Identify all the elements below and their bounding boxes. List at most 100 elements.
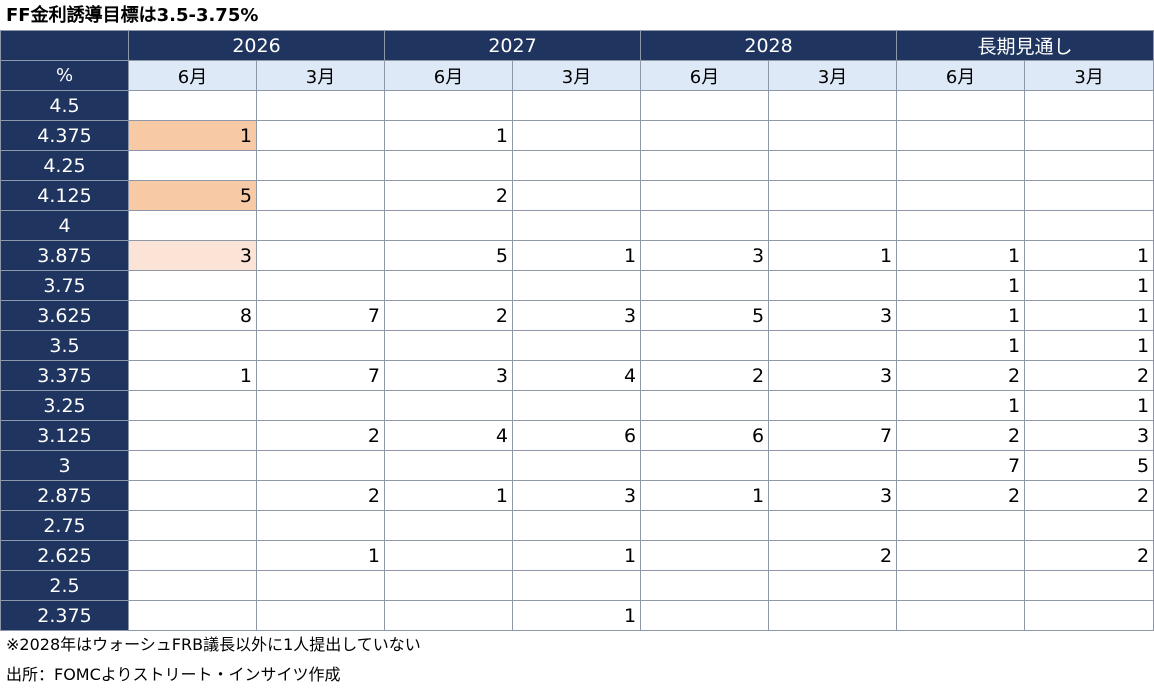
dot-count-cell: [255, 210, 386, 241]
dot-count-cell: [255, 270, 386, 301]
month-header: 3月: [768, 60, 898, 91]
month-header: 3月: [512, 60, 642, 91]
rate-label: 4: [0, 210, 129, 241]
dot-count-cell: 7: [255, 360, 386, 391]
rate-label: 3.125: [0, 420, 129, 451]
dot-count-cell: 5: [1024, 450, 1154, 481]
table-row: 2.625 1 1 2 2: [0, 540, 1154, 571]
dot-count-cell: [768, 570, 898, 601]
dot-count-cell: [512, 90, 642, 121]
footnote: ※2028年はウォーシュFRB議長以外に1人提出していない: [6, 635, 421, 654]
dot-count-cell: [512, 570, 642, 601]
table-row: 4.125 5 2: [0, 180, 1154, 211]
dot-count-cell: [255, 150, 386, 181]
dot-count-cell: [255, 390, 386, 421]
dot-count-cell: [896, 540, 1026, 571]
dot-count-cell: [255, 240, 386, 271]
dot-count-cell: 5: [640, 300, 770, 331]
dot-count-cell: [640, 450, 770, 481]
table-row: 3.5 1 1: [0, 330, 1154, 361]
dot-count-cell: [896, 570, 1026, 601]
dot-count-cell: [128, 600, 257, 631]
dot-count-cell: [1024, 90, 1154, 121]
rate-label: 3.75: [0, 270, 129, 301]
month-header: 6月: [896, 60, 1026, 91]
dot-count-cell: 1: [1024, 300, 1154, 331]
dot-count-cell: 1: [896, 300, 1026, 331]
dot-count-cell: [128, 270, 257, 301]
dot-count-cell: 2: [896, 360, 1026, 391]
table-row: 2.75: [0, 510, 1154, 541]
dot-count-cell: 4: [384, 420, 514, 451]
dot-count-cell: [640, 540, 770, 571]
table-row: 2.375 1: [0, 600, 1154, 631]
table-body: 4.5 4.375 1 1 4.25 4.125 5 2 4 3.875 3 5 1 3 1 1 1 3.75 1 1…: [0, 90, 1154, 631]
rate-label: 2.375: [0, 600, 129, 631]
dot-count-cell: 6: [512, 420, 642, 451]
dot-count-cell: [768, 330, 898, 361]
dot-count-cell: 1: [1024, 240, 1154, 271]
dot-count-cell: [255, 600, 386, 631]
table-row: 4: [0, 210, 1154, 241]
dot-count-cell: 2: [896, 480, 1026, 511]
dot-count-cell: [512, 120, 642, 151]
dot-count-cell: [1024, 180, 1154, 211]
table-row: 4.5: [0, 90, 1154, 121]
dot-count-cell: 1: [896, 390, 1026, 421]
dot-count-cell: 2: [768, 540, 898, 571]
dot-count-cell: 1: [896, 270, 1026, 301]
dot-count-cell: [255, 450, 386, 481]
dot-count-cell: 1: [512, 240, 642, 271]
dot-count-cell: [128, 540, 257, 571]
table-row: 3.125 2 4 6 6 7 2 3: [0, 420, 1154, 451]
dot-count-cell: [128, 570, 257, 601]
dot-count-cell: [768, 120, 898, 151]
dot-count-cell: [640, 570, 770, 601]
dot-count-cell: [768, 510, 898, 541]
dot-count-cell: [512, 450, 642, 481]
dot-count-cell: [128, 210, 257, 241]
year-header-2026: 2026: [127, 30, 386, 61]
dot-count-cell: [768, 180, 898, 211]
dot-count-cell: 1: [128, 360, 257, 391]
dot-count-cell: 7: [768, 420, 898, 451]
dot-count-cell: [255, 330, 386, 361]
dot-count-cell: [128, 510, 257, 541]
dot-count-cell: 1: [768, 240, 898, 271]
dot-count-cell: [640, 120, 770, 151]
table-row: 3.375 1 7 3 4 2 3 2 2: [0, 360, 1154, 391]
rate-label: 4.5: [0, 90, 129, 121]
rate-label: 3: [0, 450, 129, 481]
dot-count-cell: [640, 90, 770, 121]
dot-count-cell: [640, 510, 770, 541]
dot-count-cell: 1: [896, 240, 1026, 271]
dot-count-cell: [128, 480, 257, 511]
month-header: 6月: [384, 60, 514, 91]
dot-count-cell: 3: [768, 480, 898, 511]
dot-count-cell: [512, 510, 642, 541]
year-header-longrun: 長期見通し: [896, 30, 1154, 61]
dot-count-cell: [1024, 510, 1154, 541]
dot-count-cell: [896, 120, 1026, 151]
dot-count-cell: [255, 120, 386, 151]
dot-count-cell: [512, 330, 642, 361]
dot-count-cell: [255, 90, 386, 121]
dot-count-cell: [255, 570, 386, 601]
dot-count-cell: 1: [512, 600, 642, 631]
dot-count-cell: 2: [1024, 360, 1154, 391]
month-header: 3月: [255, 60, 386, 91]
rate-label: 4.375: [0, 120, 129, 151]
dot-count-cell: [640, 150, 770, 181]
dot-count-cell: [768, 600, 898, 631]
table-title: FF金利誘導目標は3.5-3.75%: [6, 5, 259, 26]
dot-count-cell: 2: [255, 480, 386, 511]
dot-count-cell: 5: [128, 180, 257, 211]
dot-count-cell: [384, 270, 514, 301]
dot-count-cell: [640, 210, 770, 241]
dot-count-cell: 2: [1024, 480, 1154, 511]
dot-count-cell: [896, 600, 1026, 631]
table-row: 3.75 1 1: [0, 270, 1154, 301]
dot-count-cell: [640, 180, 770, 211]
rate-label: 3.25: [0, 390, 129, 421]
dot-count-cell: [384, 510, 514, 541]
